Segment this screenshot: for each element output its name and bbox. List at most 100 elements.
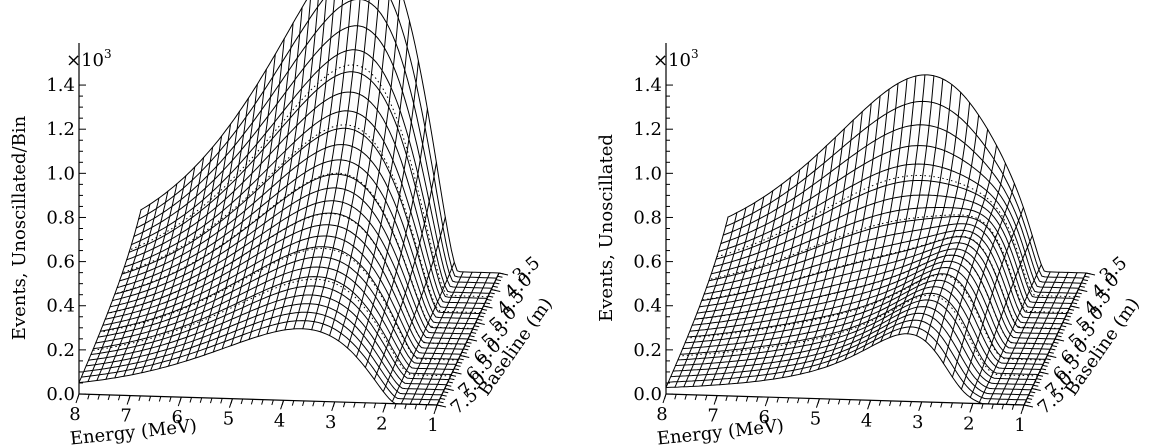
right-energy-minor-tick — [837, 399, 841, 405]
left-baseline-minor-tick — [464, 345, 470, 348]
left-mesh-line-energy — [150, 146, 214, 372]
left-mesh-line-energy — [194, 83, 258, 359]
left-baseline-minor-tick — [484, 302, 491, 305]
left-z-tick-label: 1.2 — [46, 119, 75, 140]
left-z-axis-label: Events, Unoscillated/Bin — [9, 115, 30, 340]
left-baseline-minor-tick — [441, 394, 447, 397]
right-mesh-line-energy — [719, 183, 783, 386]
right-surface-plot: 0.00.20.40.60.81.01.21.48 7 6 5 4 3 2 13.54.04.… — [596, 43, 1144, 447]
left-mesh-line-energy — [123, 175, 187, 377]
left-baseline-minor-tick — [471, 331, 477, 334]
right-mesh-line-baseline — [725, 100, 1085, 279]
right-energy-minor-tick — [684, 394, 687, 400]
left-baseline-minor-tick — [436, 404, 443, 407]
left-mesh-line-energy — [311, 0, 370, 331]
left-mesh-line-baseline — [135, 0, 495, 284]
right-baseline-minor-tick — [1031, 388, 1037, 390]
right-baseline-minor-tick — [1054, 338, 1061, 341]
left-mesh-line-energy — [391, 261, 455, 403]
left-baseline-minor-tick — [453, 368, 460, 371]
left-z-tick-label: 0.4 — [46, 296, 75, 317]
right-energy-minor-tick — [991, 403, 994, 410]
right-energy-minor-tick — [786, 397, 790, 403]
left-mesh-line-energy — [87, 203, 151, 383]
left-energy-minor-tick — [128, 395, 131, 401]
right-energy-axis-line — [665, 393, 1025, 406]
right-z-tick-label: 0.6 — [633, 252, 662, 273]
left-energy-minor-tick — [363, 402, 366, 408]
left-mesh-line-energy — [239, 7, 303, 343]
left-energy-minor-tick — [189, 397, 192, 403]
left-contour-line — [129, 64, 488, 298]
left-mesh-line-energy — [382, 216, 446, 393]
left-mesh-line-energy — [302, 0, 361, 330]
right-chart-panel: 0.0 0.2 0.4 0.6 0.8 1.0 1.2 1.4 8 7 6 5 4 3 2 1 3.5 4.0 4.… — [587, 0, 1173, 447]
right-surface-mesh — [665, 74, 1087, 406]
left-baseline-minor-tick — [444, 388, 450, 390]
right-mesh-line-energy — [835, 82, 899, 364]
right-mesh-line-energy — [916, 114, 980, 337]
right-energy-minor-tick — [909, 401, 912, 407]
right-energy-minor-tick — [725, 395, 728, 402]
left-mesh-line-energy — [105, 190, 169, 380]
left-mesh-line-baseline — [83, 311, 443, 396]
right-mesh-line-energy — [674, 212, 738, 388]
right-energy-minor-tick — [766, 396, 769, 403]
right-energy-minor-tick — [735, 396, 739, 402]
right-z-axis-label: Events, Unoscillated — [596, 134, 617, 322]
right-energy-minor-tick — [796, 397, 800, 404]
left-baseline-minor-tick — [460, 355, 466, 357]
right-mesh-line-energy — [665, 216, 729, 388]
right-baseline-minor-tick — [1030, 391, 1036, 394]
right-z-tick-label: 1.4 — [633, 75, 662, 96]
left-baseline-minor-tick — [449, 378, 455, 381]
left-z-tick-label: 0.8 — [46, 207, 75, 228]
left-energy-minor-tick — [271, 399, 274, 406]
left-axes: 0.00.20.40.60.81.01.21.48 7 6 5 4 3 2 13.54.04.… — [46, 43, 544, 436]
left-energy-axis-label: Energy (MeV) — [69, 415, 198, 447]
right-baseline-minor-tick — [1065, 315, 1071, 318]
right-mesh-line-energy — [1005, 271, 1069, 405]
left-energy-minor-tick — [342, 402, 346, 408]
right-energy-axis-label: Energy (MeV) — [656, 415, 785, 447]
left-baseline-minor-tick — [495, 279, 501, 282]
left-baseline-minor-tick — [491, 289, 497, 291]
left-baseline-minor-tick — [486, 298, 492, 301]
right-baseline-minor-tick — [1084, 275, 1090, 278]
left-mesh-line-energy — [400, 271, 464, 405]
left-energy-tick-label: 1 — [427, 415, 438, 436]
right-energy-tick-label: 1 — [1014, 415, 1025, 436]
left-mesh-line-energy — [221, 38, 285, 350]
left-energy-minor-tick — [250, 399, 254, 405]
right-baseline-minor-tick — [1071, 302, 1078, 305]
left-energy-minor-tick — [97, 394, 100, 400]
right-energy-minor-tick — [919, 401, 923, 408]
left-baseline-minor-tick — [458, 358, 464, 361]
left-baseline-minor-tick — [440, 397, 446, 400]
right-mesh-line-energy — [755, 153, 818, 382]
right-energy-minor-tick — [756, 396, 759, 402]
right-baseline-minor-tick — [1059, 328, 1065, 331]
left-contour-line — [100, 247, 459, 361]
right-mesh-line-energy — [871, 75, 935, 347]
right-energy-minor-tick — [715, 395, 718, 401]
right-energy-minor-tick — [1001, 404, 1005, 410]
left-baseline-minor-tick — [489, 292, 495, 295]
right-z-tick-label: 0.2 — [633, 340, 662, 361]
right-energy-tick-label: 7 — [707, 406, 718, 427]
right-energy-minor-tick — [960, 402, 964, 409]
left-energy-minor-tick — [240, 398, 244, 405]
right-contour-line — [694, 254, 1053, 345]
left-mesh-line-energy — [347, 20, 410, 349]
right-baseline-minor-tick — [1047, 355, 1053, 357]
right-mesh-line-energy — [853, 75, 917, 356]
left-energy-tick-label: 4 — [274, 410, 285, 431]
right-mesh-line-energy — [960, 207, 1024, 390]
left-energy-minor-tick — [281, 400, 285, 406]
right-baseline-minor-tick — [1079, 285, 1085, 288]
right-baseline-minor-tick — [1056, 335, 1062, 338]
left-baseline-minor-tick — [455, 364, 461, 367]
left-energy-minor-tick — [107, 394, 111, 401]
left-baseline-minor-tick — [467, 338, 474, 341]
left-mesh-line-energy — [141, 157, 205, 374]
